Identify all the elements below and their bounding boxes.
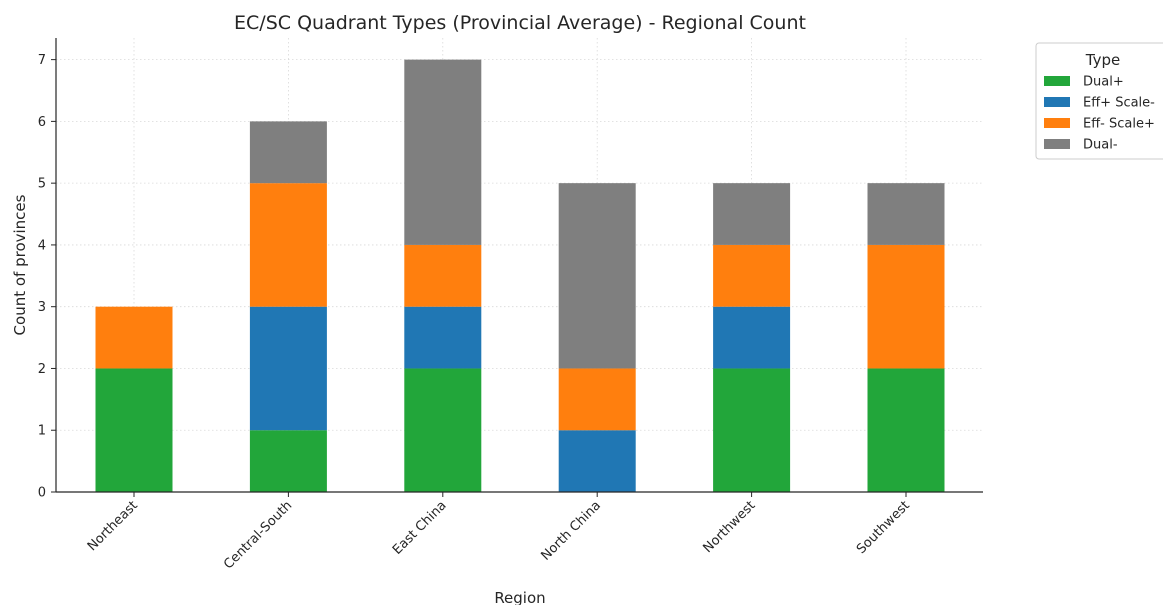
grid: [56, 38, 983, 493]
y-tick-label: 4: [38, 238, 46, 253]
legend-swatch: [1044, 97, 1070, 107]
bar-segment: [867, 368, 945, 492]
bar-segment: [558, 430, 636, 492]
y-tick-label: 6: [38, 115, 46, 130]
bar-segment: [713, 306, 791, 369]
bar-segment: [404, 306, 482, 369]
bar-segment: [404, 368, 482, 492]
legend: Type Dual+ Eff+ Scale- Eff- Scale+ Dual-: [1035, 42, 1163, 160]
legend-title: Type: [1085, 51, 1120, 69]
bar-segment: [95, 368, 173, 492]
bar-segment: [713, 244, 791, 307]
chart-title: EC/SC Quadrant Types (Provincial Average…: [234, 12, 806, 34]
axes: [55, 38, 983, 493]
bar-segment: [249, 183, 327, 307]
bar-segment: [713, 183, 791, 245]
x-tick-label: Northeast: [85, 498, 141, 554]
legend-swatch: [1044, 139, 1070, 149]
legend-label: Eff+ Scale-: [1083, 96, 1155, 111]
bar-segment: [558, 368, 636, 431]
bar-segment: [867, 244, 945, 369]
y-tick-label: 5: [38, 177, 46, 192]
bars: [95, 59, 945, 492]
bar-segment: [404, 244, 482, 307]
bar-segment: [95, 306, 173, 369]
x-tick-label: North China: [539, 498, 605, 564]
legend-swatch: [1044, 118, 1070, 128]
legend-label: Dual+: [1083, 75, 1124, 90]
y-axis-title: Count of provinces: [11, 194, 29, 335]
y-tick-label: 2: [38, 362, 46, 377]
x-tick-label: Northwest: [701, 498, 759, 556]
bar-segment: [249, 430, 327, 492]
legend-items: Dual+ Eff+ Scale- Eff- Scale+ Dual-: [1044, 75, 1155, 153]
bar-segment: [558, 183, 636, 369]
bar-segment: [713, 368, 791, 492]
x-axis-title: Region: [494, 589, 545, 605]
bar-segment: [249, 121, 327, 184]
legend-label: Eff- Scale+: [1083, 117, 1155, 132]
y-tick-label: 1: [38, 424, 46, 439]
y-tick-label: 0: [38, 486, 46, 501]
bar-segment: [249, 306, 327, 431]
x-tick-label: East China: [390, 498, 450, 558]
x-tick-label: Central-South: [221, 498, 295, 572]
y-tick-label: 7: [38, 53, 46, 68]
legend-box: [1035, 42, 1163, 160]
bar-segment: [867, 183, 945, 245]
x-tick-label: Southwest: [854, 498, 913, 557]
x-ticks: Northeast Central-South East China North Ch…: [85, 492, 913, 572]
bar-segment: [404, 59, 482, 245]
y-tick-label: 3: [38, 300, 46, 315]
legend-label: Dual-: [1083, 138, 1118, 153]
legend-swatch: [1044, 76, 1070, 86]
y-ticks: 0 1 2 3 4 5 6 7: [38, 53, 56, 501]
